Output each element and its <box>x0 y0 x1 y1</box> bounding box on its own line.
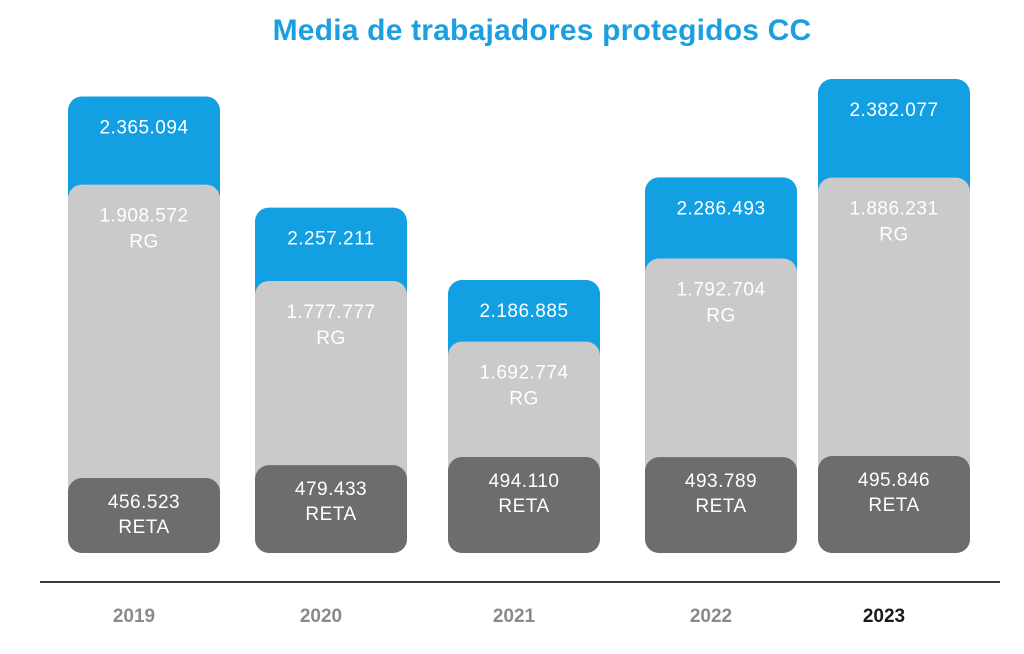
rg-value-label: 1.777.777 <box>286 302 375 323</box>
reta-suffix-label: RETA <box>305 504 356 525</box>
reta-suffix-label: RETA <box>498 496 549 517</box>
bar-2023: 2.382.077 1.886.231 RG 495.846 RETA <box>818 79 970 553</box>
total-value-label: 2.365.094 <box>99 117 188 138</box>
rg-value-label: 1.792.704 <box>676 280 765 301</box>
reta-value-label: 495.846 <box>858 470 930 491</box>
chart-title: Media de trabajadores protegidos CC <box>272 14 812 47</box>
year-label-2020: 2020 <box>300 606 342 627</box>
x-axis-labels: 2019 2020 2021 2022 2023 <box>113 606 905 627</box>
year-label-2023: 2023 <box>863 606 905 627</box>
bar-2022: 2.286.493 1.792.704 RG 493.789 RETA <box>645 177 797 553</box>
bar-2021: 2.186.885 1.692.774 RG 494.110 RETA <box>448 280 600 553</box>
total-value-label: 2.382.077 <box>849 100 938 121</box>
reta-value-label: 494.110 <box>489 471 560 492</box>
reta-suffix-label: RETA <box>695 496 746 517</box>
rg-suffix-label: RG <box>129 232 159 253</box>
rg-value-label: 1.886.231 <box>849 199 938 220</box>
bars-group: 2.365.0941.908.572RG456.523RETA2.257.211… <box>68 79 970 553</box>
rg-suffix-label: RG <box>509 389 539 410</box>
reta-suffix-label: RETA <box>868 495 919 516</box>
bar-rg-segment <box>68 184 220 553</box>
year-label-2022: 2022 <box>690 606 732 627</box>
rg-value-label: 1.692.774 <box>479 363 568 384</box>
bar-reta-segment <box>448 456 600 553</box>
reta-value-label: 456.523 <box>108 492 180 513</box>
reta-suffix-label: RETA <box>118 517 169 538</box>
bar-2020: 2.257.211 1.777.777 RG 479.433 RETA <box>255 207 407 553</box>
rg-suffix-label: RG <box>316 328 346 349</box>
bar-reta-segment <box>645 457 797 553</box>
reta-value-label: 493.789 <box>685 471 757 492</box>
rg-value-label: 1.908.572 <box>99 206 188 227</box>
bar-reta-segment <box>255 465 407 553</box>
rg-suffix-label: RG <box>879 225 909 246</box>
total-value-label: 2.257.211 <box>287 229 375 250</box>
reta-value-label: 479.433 <box>295 479 367 500</box>
rg-suffix-label: RG <box>706 306 736 327</box>
year-label-2019: 2019 <box>113 606 155 627</box>
total-value-label: 2.186.885 <box>479 301 568 322</box>
bar-reta-segment <box>68 478 220 553</box>
year-label-2021: 2021 <box>493 606 536 627</box>
bar-2019: 2.365.094 1.908.572 RG 456.523 RETA <box>68 96 220 553</box>
bar-reta-segment <box>818 456 970 553</box>
total-value-label: 2.286.493 <box>676 198 765 219</box>
